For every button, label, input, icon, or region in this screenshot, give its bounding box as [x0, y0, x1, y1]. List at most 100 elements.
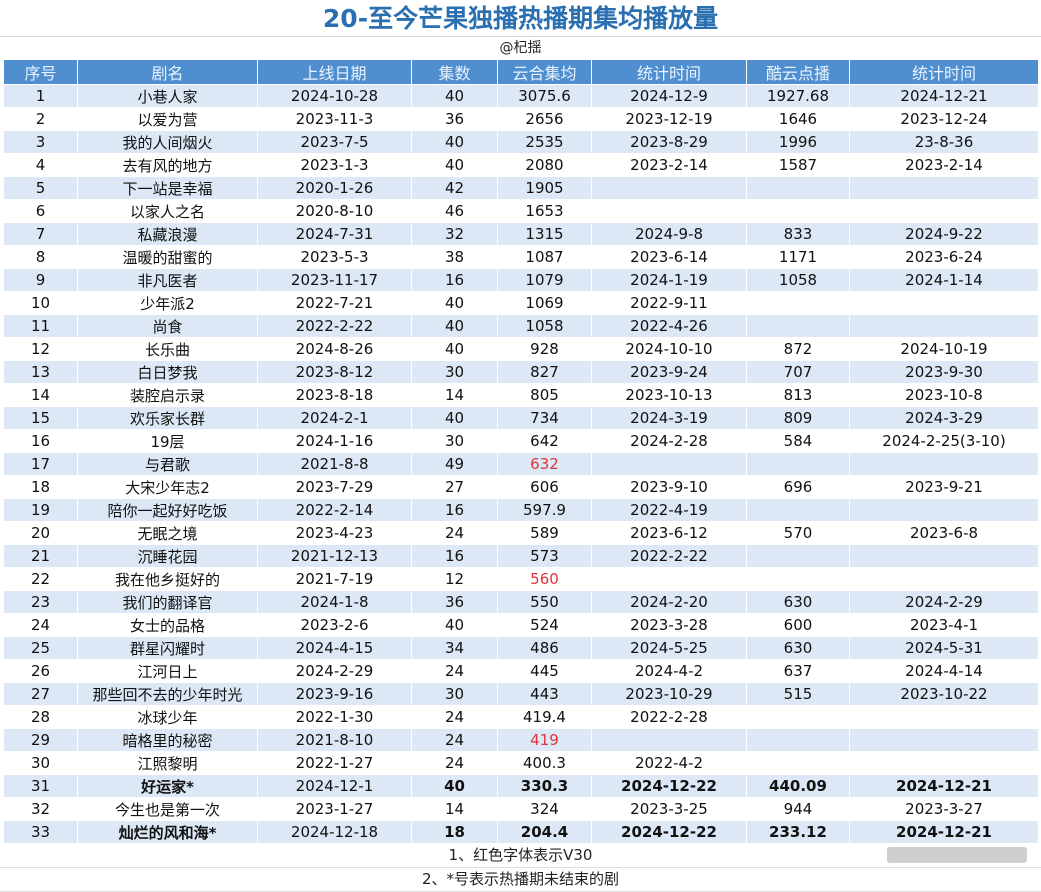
cell-yunhe-avg: 1315	[497, 222, 592, 246]
cell-episodes: 16	[411, 268, 498, 292]
cell-kuyun: 707	[746, 360, 850, 384]
cell-episodes: 24	[411, 751, 498, 775]
cell-stat-time-1: 2024-9-8	[591, 222, 747, 246]
cell-stat-time-2: 2024-1-14	[849, 268, 1039, 292]
cell-episodes: 30	[411, 360, 498, 384]
cell-title: 去有风的地方	[77, 153, 258, 177]
cell-episodes: 32	[411, 222, 498, 246]
cell-episodes: 14	[411, 797, 498, 821]
cell-stat-time-1: 2024-5-25	[591, 636, 747, 660]
cell-kuyun: 630	[746, 636, 850, 660]
cell-episodes: 38	[411, 245, 498, 269]
cell-episodes: 49	[411, 452, 498, 476]
cell-kuyun	[746, 567, 850, 591]
cell-stat-time-1: 2024-4-2	[591, 659, 747, 683]
cell-release-date: 2022-1-27	[257, 751, 412, 775]
cell-yunhe-avg: 805	[497, 383, 592, 407]
cell-release-date: 2024-2-1	[257, 406, 412, 430]
cell-stat-time-1	[591, 452, 747, 476]
cell-title: 少年派2	[77, 291, 258, 315]
cell-episodes: 24	[411, 659, 498, 683]
cell-index: 11	[3, 314, 78, 338]
cell-release-date: 2024-10-28	[257, 84, 412, 108]
table-row: 22 我在他乡挺好的 2021-7-19 12 560	[3, 567, 1039, 591]
table-row: 14 装腔启示录 2023-8-18 14 805 2023-10-13 813 2023-1…	[3, 383, 1039, 407]
cell-yunhe-avg: 642	[497, 429, 592, 453]
cell-index: 17	[3, 452, 78, 476]
cell-stat-time-2	[849, 291, 1039, 315]
table-row: 1 小巷人家 2024-10-28 40 3075.6 2024-12-9 1927.68 2…	[3, 84, 1039, 108]
cell-index: 33	[3, 820, 78, 844]
table-row: 24 女士的品格 2023-2-6 40 524 2023-3-28 600 2023-4-1	[3, 613, 1039, 637]
table-row: 8 温暖的甜蜜的 2023-5-3 38 1087 2023-6-14 1171 2023-6…	[3, 245, 1039, 269]
cell-stat-time-2: 2023-3-27	[849, 797, 1039, 821]
cell-yunhe-avg: 1653	[497, 199, 592, 223]
cell-index: 5	[3, 176, 78, 200]
col-header-index: 序号	[3, 59, 78, 85]
cell-release-date: 2024-12-18	[257, 820, 412, 844]
cell-kuyun: 833	[746, 222, 850, 246]
cell-yunhe-avg: 204.4	[497, 820, 592, 844]
cell-title: 江照黎明	[77, 751, 258, 775]
cell-stat-time-2	[849, 199, 1039, 223]
cell-stat-time-2: 2023-6-24	[849, 245, 1039, 269]
cell-stat-time-1: 2024-10-10	[591, 337, 747, 361]
cell-stat-time-1	[591, 176, 747, 200]
cell-kuyun	[746, 728, 850, 752]
cell-title: 小巷人家	[77, 84, 258, 108]
cell-yunhe-avg: 1905	[497, 176, 592, 200]
cell-stat-time-1: 2023-9-24	[591, 360, 747, 384]
table-row: 21 沉睡花园 2021-12-13 16 573 2022-2-22	[3, 544, 1039, 568]
cell-index: 20	[3, 521, 78, 545]
cell-index: 1	[3, 84, 78, 108]
table-row: 7 私藏浪漫 2024-7-31 32 1315 2024-9-8 833 2024-9-22	[3, 222, 1039, 246]
table-row: 12 长乐曲 2024-8-26 40 928 2024-10-10 872 2024-10-…	[3, 337, 1039, 361]
cell-title: 以爱为营	[77, 107, 258, 131]
cell-title: 我在他乡挺好的	[77, 567, 258, 591]
cell-kuyun: 1646	[746, 107, 850, 131]
cell-title: 我的人间烟火	[77, 130, 258, 154]
cell-episodes: 40	[411, 84, 498, 108]
cell-episodes: 34	[411, 636, 498, 660]
cell-index: 15	[3, 406, 78, 430]
table-row: 23 我们的翻译官 2024-1-8 36 550 2024-2-20 630 2024-2-…	[3, 590, 1039, 614]
cell-kuyun: 630	[746, 590, 850, 614]
table-row: 27 那些回不去的少年时光 2023-9-16 30 443 2023-10-29 515 2…	[3, 682, 1039, 706]
cell-release-date: 2023-4-23	[257, 521, 412, 545]
cell-index: 29	[3, 728, 78, 752]
cell-episodes: 27	[411, 475, 498, 499]
cell-title: 尚食	[77, 314, 258, 338]
cell-episodes: 36	[411, 107, 498, 131]
cell-release-date: 2024-1-8	[257, 590, 412, 614]
cell-stat-time-1: 2023-10-13	[591, 383, 747, 407]
cell-kuyun: 872	[746, 337, 850, 361]
cell-index: 16	[3, 429, 78, 453]
blurred-tag	[887, 847, 1027, 863]
cell-yunhe-avg: 324	[497, 797, 592, 821]
table-row: 5 下一站是幸福 2020-1-26 42 1905	[3, 176, 1039, 200]
cell-episodes: 18	[411, 820, 498, 844]
table-row: 10 少年派2 2022-7-21 40 1069 2022-9-11	[3, 291, 1039, 315]
cell-episodes: 16	[411, 544, 498, 568]
cell-index: 26	[3, 659, 78, 683]
cell-kuyun: 1171	[746, 245, 850, 269]
table-row: 20 无眠之境 2023-4-23 24 589 2023-6-12 570 2023-6-8	[3, 521, 1039, 545]
cell-title: 冰球少年	[77, 705, 258, 729]
cell-index: 12	[3, 337, 78, 361]
cell-title: 陪你一起好好吃饭	[77, 498, 258, 522]
cell-index: 14	[3, 383, 78, 407]
note-line-2: 2、*号表示热播期未结束的剧	[0, 868, 1041, 892]
col-header-stat-time-1: 统计时间	[591, 59, 747, 85]
cell-release-date: 2023-11-17	[257, 268, 412, 292]
cell-kuyun: 944	[746, 797, 850, 821]
cell-release-date: 2023-11-3	[257, 107, 412, 131]
cell-stat-time-2: 2024-4-14	[849, 659, 1039, 683]
cell-episodes: 30	[411, 682, 498, 706]
cell-index: 10	[3, 291, 78, 315]
cell-release-date: 2024-8-26	[257, 337, 412, 361]
cell-title: 大宋少年志2	[77, 475, 258, 499]
cell-release-date: 2023-7-5	[257, 130, 412, 154]
cell-stat-time-1: 2022-9-11	[591, 291, 747, 315]
cell-yunhe-avg: 2656	[497, 107, 592, 131]
cell-episodes: 40	[411, 314, 498, 338]
